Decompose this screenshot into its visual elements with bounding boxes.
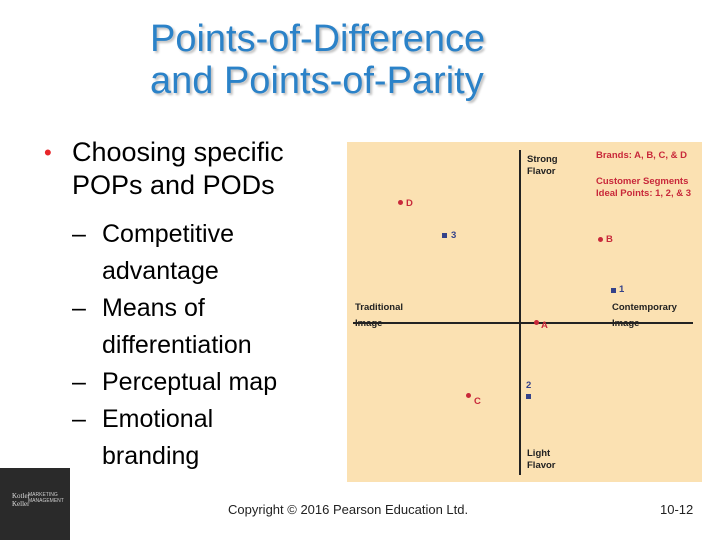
legend-segments: Customer Segments Ideal Points: 1, 2, & … bbox=[596, 176, 692, 199]
sub-bullet-line-1: Competitive bbox=[102, 220, 234, 248]
ideal-point-1-marker bbox=[611, 288, 616, 293]
slide-title: Points-of-Difference and Points-of-Parit… bbox=[150, 18, 570, 102]
axis-right-label: Contemporary Image bbox=[612, 302, 677, 329]
sub-bullet-competitive: – Competitive advantage bbox=[30, 216, 340, 290]
sub-bullet-line-1: Means of bbox=[102, 294, 205, 322]
dash-icon: – bbox=[72, 368, 86, 396]
main-bullet-line-2: POPs and PODs bbox=[72, 170, 275, 200]
page-number: 10-12 bbox=[660, 502, 694, 517]
sub-bullet-emotional: – Emotional branding bbox=[30, 401, 340, 475]
bullet-list: • Choosing specific POPs and PODs – Comp… bbox=[30, 136, 340, 475]
logo-book-title: MARKETING MANAGEMENT bbox=[28, 492, 64, 504]
legend-brands: Brands: A, B, C, & D bbox=[596, 150, 687, 161]
brand-a-label: A bbox=[541, 320, 548, 331]
perceptual-map: Strong Flavor Light Flavor Traditional I… bbox=[347, 142, 702, 482]
vertical-axis bbox=[519, 150, 521, 475]
logo-authors: Kotler Keller bbox=[12, 492, 30, 508]
brand-b-label: B bbox=[606, 234, 613, 245]
axis-bottom-label: Light Flavor bbox=[527, 448, 556, 471]
ideal-point-2-label: 2 bbox=[526, 380, 532, 391]
dash-icon: – bbox=[72, 405, 86, 433]
publisher-logo: Kotler Keller MARKETING MANAGEMENT bbox=[0, 468, 70, 540]
brand-d-label: D bbox=[406, 198, 413, 209]
brand-c-marker bbox=[466, 393, 471, 398]
ideal-point-3-label: 3 bbox=[451, 230, 457, 241]
horizontal-axis bbox=[353, 322, 693, 324]
dash-icon: – bbox=[72, 294, 86, 322]
ideal-point-3-marker bbox=[442, 233, 447, 238]
ideal-point-2-marker bbox=[526, 394, 531, 399]
ideal-point-1-label: 1 bbox=[619, 284, 625, 295]
dash-icon: – bbox=[72, 220, 86, 248]
brand-d-marker bbox=[398, 200, 403, 205]
sub-bullet-line-2: differentiation bbox=[102, 331, 252, 359]
brand-c-label: C bbox=[474, 396, 481, 407]
sub-bullets: – Competitive advantage – Means of diffe… bbox=[30, 216, 340, 475]
main-bullet-line-1: Choosing specific bbox=[72, 137, 284, 167]
sub-bullet-perceptual: – Perceptual map bbox=[30, 364, 340, 401]
sub-bullet-line-1: Emotional bbox=[102, 405, 214, 433]
axis-top-label: Strong Flavor bbox=[527, 154, 558, 177]
main-bullet: • Choosing specific POPs and PODs bbox=[30, 136, 340, 202]
axis-left-label: Traditional Image bbox=[355, 302, 404, 329]
sub-bullet-means: – Means of differentiation bbox=[30, 290, 340, 364]
copyright-text: Copyright © 2016 Pearson Education Ltd. bbox=[228, 502, 469, 517]
sub-bullet-line-2: branding bbox=[102, 442, 200, 470]
title-line-2: and Points-of-Parity bbox=[150, 60, 484, 102]
sub-bullet-line-2: advantage bbox=[102, 257, 219, 285]
brand-b-marker bbox=[598, 237, 603, 242]
bullet-dot-icon: • bbox=[44, 140, 52, 165]
brand-a-marker bbox=[534, 320, 539, 325]
sub-bullet-line-1: Perceptual map bbox=[102, 368, 278, 396]
title-line-1: Points-of-Difference bbox=[150, 18, 486, 60]
